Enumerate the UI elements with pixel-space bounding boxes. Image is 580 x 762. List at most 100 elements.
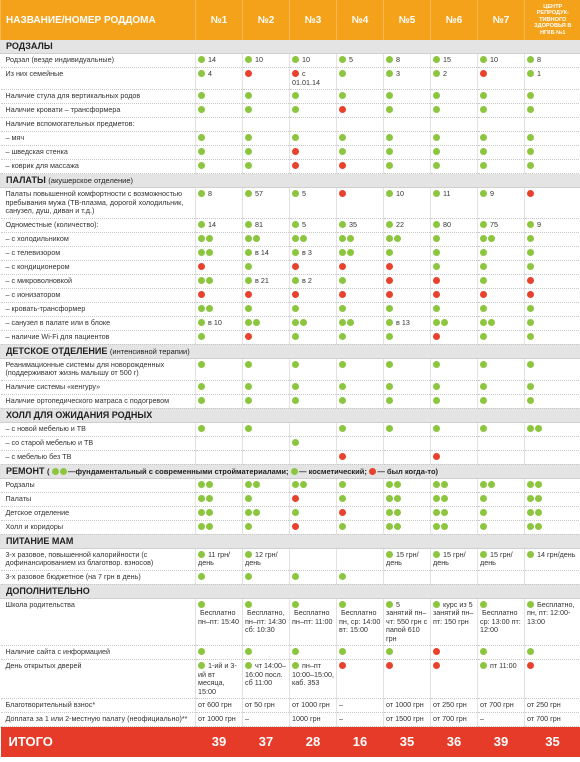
row-label: – шведская стенка (0, 145, 196, 160)
dot (441, 522, 448, 530)
data-row: – с ионизатором (0, 288, 580, 303)
row-label: – с ионизатором (0, 288, 196, 303)
cell (336, 260, 384, 275)
cell-text: Бесплатно пн–пт: 15:40 (198, 608, 240, 626)
cell (195, 478, 243, 493)
cell: от 700 грн (430, 712, 478, 727)
row-label: – с мебелью без ТВ (0, 450, 196, 465)
row-label: Наличие вспомогательных предметов: (0, 117, 196, 132)
dot (488, 234, 495, 242)
dot (245, 162, 252, 169)
cell (336, 358, 384, 381)
data-row: Благотворительный взнос* от 600 грн от 50 … (0, 698, 580, 713)
data-row: Реанимационные системы для новорожденных… (0, 358, 580, 381)
dot (433, 162, 440, 169)
cell (477, 422, 525, 437)
cell (477, 274, 525, 289)
cell-text: 14 (208, 55, 216, 64)
cell (524, 645, 580, 660)
dot (386, 148, 393, 155)
section-title: ДОПОЛНИТЕЛЬНО (6, 585, 90, 596)
cell (477, 145, 525, 160)
data-row: Одноместные (количество): 14 81 5 35 22 80 75 9 (0, 218, 580, 233)
cell (336, 645, 384, 660)
dot (292, 276, 299, 284)
dot (245, 134, 252, 141)
cell: – (336, 712, 384, 727)
dot (198, 262, 205, 270)
column-header: №2 (242, 0, 290, 40)
dot (386, 522, 393, 530)
cell: от 1500 грн (383, 712, 431, 727)
cell (336, 117, 384, 132)
cell (242, 436, 290, 451)
cell (195, 492, 243, 507)
dot (245, 106, 252, 113)
dot (339, 190, 346, 197)
total-value: 36 (430, 726, 478, 757)
cell: 8 (524, 53, 580, 68)
cell-text: Бесплатно, пн, пт: 12:00-13:00 (527, 599, 575, 626)
cell (336, 159, 384, 174)
cell-text: 14 (208, 219, 216, 229)
section-cell: ДЕТСКОЕ ОТДЕЛЕНИЕ (интенсивной терапии) (0, 344, 580, 359)
cell (524, 394, 580, 409)
section-row: ДОПОЛНИТЕЛЬНО (0, 584, 580, 599)
dot (480, 662, 487, 669)
dot (292, 148, 299, 155)
cell-text: от 1000 грн (198, 714, 236, 723)
cell-text: пт 11:00 (490, 661, 517, 670)
cell (524, 131, 580, 146)
data-row: Родзалы (0, 478, 580, 493)
cell-text: 75 (490, 219, 498, 229)
total-row: ИТОГО 39 37 28 16 35 36 39 35 (0, 726, 580, 757)
cell: – (477, 712, 525, 727)
cell (383, 436, 431, 451)
data-row: – с микроволновкой в 21 в 2 (0, 274, 580, 289)
row-label: Детское отделение (0, 506, 196, 521)
row-label: 3-х разовое, повышенной калорийности (с … (0, 548, 196, 571)
cell (289, 302, 337, 317)
cell (383, 103, 431, 118)
cell: Бесплатно, пн, пт: 12:00-13:00 (524, 598, 580, 646)
cell-text: 5 (302, 189, 306, 198)
cell (242, 145, 290, 160)
cell (336, 145, 384, 160)
cell (242, 131, 290, 146)
dot (433, 360, 440, 368)
cell (430, 117, 478, 132)
cell (289, 131, 337, 146)
row-label: – с холодильником (0, 232, 196, 247)
data-row: Доплата за 1 или 2-местную палату (неофи… (0, 712, 580, 727)
cell-text: в 3 (302, 247, 312, 257)
section-cell: ХОЛЛ ДЛЯ ОЖИДАНИЯ РОДНЫХ (0, 408, 580, 423)
dot (480, 92, 487, 99)
dot (527, 550, 534, 558)
row-label: Родзалы (0, 478, 196, 493)
cell-text: 14 грн/день (537, 549, 576, 559)
dot (480, 508, 487, 516)
dot (433, 56, 440, 63)
cell (430, 450, 478, 465)
dot (339, 332, 346, 340)
cell (336, 330, 384, 345)
cell: в 13 (383, 316, 431, 331)
dot (291, 467, 298, 475)
dot (480, 550, 487, 558)
total-value: 35 (524, 726, 580, 757)
cell (242, 159, 290, 174)
dot (292, 508, 299, 516)
dot (245, 190, 252, 197)
row-label: Из них семейные (0, 67, 196, 90)
dot (433, 290, 440, 298)
dot (527, 318, 534, 326)
cell: курс из 5 занятий пн–пт: 150 грн (430, 598, 478, 646)
dot (433, 148, 440, 155)
cell (195, 380, 243, 395)
section-title: РЕМОНТ (6, 465, 45, 476)
dot (339, 662, 346, 669)
cell: с 01.01.14 (289, 67, 337, 90)
total-value: 39 (195, 726, 243, 757)
cell (336, 436, 384, 451)
dot (441, 480, 448, 488)
